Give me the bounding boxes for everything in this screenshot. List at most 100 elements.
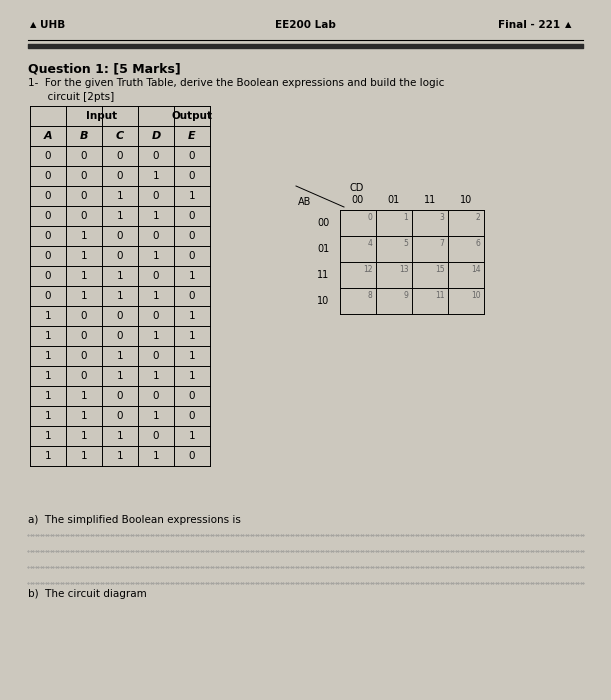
Text: 10: 10 — [470, 290, 480, 300]
Text: 0: 0 — [189, 451, 196, 461]
Text: 1: 1 — [153, 211, 159, 221]
Text: 0: 0 — [45, 231, 51, 241]
Text: 1: 1 — [117, 351, 123, 361]
Text: 0: 0 — [189, 391, 196, 401]
Text: 1: 1 — [153, 411, 159, 421]
Text: 1: 1 — [45, 371, 51, 381]
Text: 1: 1 — [45, 431, 51, 441]
Text: 0: 0 — [45, 251, 51, 261]
Text: 0: 0 — [117, 171, 123, 181]
Text: 0: 0 — [153, 311, 159, 321]
Text: 0: 0 — [153, 391, 159, 401]
Text: 1: 1 — [45, 451, 51, 461]
Text: 8: 8 — [368, 290, 372, 300]
Text: 0: 0 — [45, 171, 51, 181]
Text: 0: 0 — [153, 151, 159, 161]
Text: D: D — [152, 131, 161, 141]
Text: 11: 11 — [317, 270, 329, 280]
Text: Final - 221: Final - 221 — [498, 20, 560, 30]
Text: 1: 1 — [81, 231, 87, 241]
Text: 1: 1 — [189, 271, 196, 281]
Text: b)  The circuit diagram: b) The circuit diagram — [28, 589, 147, 599]
Text: 0: 0 — [153, 431, 159, 441]
Text: 1: 1 — [117, 291, 123, 301]
Text: 0: 0 — [81, 151, 87, 161]
Text: 1: 1 — [117, 211, 123, 221]
Text: CD: CD — [350, 183, 364, 193]
Text: 1: 1 — [153, 291, 159, 301]
Text: 0: 0 — [189, 211, 196, 221]
Text: 11: 11 — [435, 290, 444, 300]
Text: 1: 1 — [189, 311, 196, 321]
Text: 11: 11 — [424, 195, 436, 205]
Text: 1: 1 — [81, 431, 87, 441]
Text: 0: 0 — [189, 291, 196, 301]
Text: 1: 1 — [153, 251, 159, 261]
Text: AB: AB — [298, 197, 312, 207]
Text: 1: 1 — [45, 391, 51, 401]
Text: 1: 1 — [81, 271, 87, 281]
Text: 1: 1 — [189, 431, 196, 441]
Text: Input: Input — [86, 111, 117, 121]
Text: 6: 6 — [475, 239, 480, 248]
Text: 0: 0 — [189, 151, 196, 161]
Text: 1: 1 — [117, 191, 123, 201]
Text: 1: 1 — [45, 351, 51, 361]
Text: 1: 1 — [81, 391, 87, 401]
Text: 00: 00 — [352, 195, 364, 205]
Text: 1: 1 — [153, 331, 159, 341]
Text: 0: 0 — [153, 191, 159, 201]
Text: 2: 2 — [475, 213, 480, 222]
Text: 0: 0 — [189, 171, 196, 181]
Text: 0: 0 — [81, 211, 87, 221]
Text: 0: 0 — [81, 371, 87, 381]
Text: 0: 0 — [153, 271, 159, 281]
Text: 0: 0 — [45, 271, 51, 281]
Text: 00: 00 — [317, 218, 329, 228]
Text: 0: 0 — [117, 311, 123, 321]
Text: 1: 1 — [189, 331, 196, 341]
Text: 1: 1 — [45, 411, 51, 421]
Text: 5: 5 — [403, 239, 408, 248]
Text: 15: 15 — [435, 265, 444, 274]
Text: 1: 1 — [189, 371, 196, 381]
Text: Question 1: [5 Marks]: Question 1: [5 Marks] — [28, 62, 181, 75]
Text: 1: 1 — [189, 351, 196, 361]
Text: UHB: UHB — [40, 20, 65, 30]
Text: 0: 0 — [153, 231, 159, 241]
Text: 0: 0 — [81, 311, 87, 321]
Text: 1: 1 — [45, 311, 51, 321]
Text: 0: 0 — [45, 291, 51, 301]
Text: 0: 0 — [81, 191, 87, 201]
Text: B: B — [80, 131, 88, 141]
Text: 1: 1 — [81, 251, 87, 261]
Text: 0: 0 — [117, 411, 123, 421]
Text: 1: 1 — [189, 191, 196, 201]
Text: 0: 0 — [189, 231, 196, 241]
Text: 1: 1 — [117, 431, 123, 441]
Text: 0: 0 — [45, 191, 51, 201]
Text: 7: 7 — [439, 239, 444, 248]
Text: 1: 1 — [81, 451, 87, 461]
Text: 14: 14 — [470, 265, 480, 274]
Text: 01: 01 — [388, 195, 400, 205]
Text: 0: 0 — [45, 151, 51, 161]
Text: 0: 0 — [117, 391, 123, 401]
Text: 1: 1 — [117, 271, 123, 281]
Text: 0: 0 — [189, 411, 196, 421]
Text: 9: 9 — [403, 290, 408, 300]
Text: A: A — [44, 131, 53, 141]
Text: 0: 0 — [81, 171, 87, 181]
Text: 0: 0 — [117, 151, 123, 161]
Text: 1: 1 — [404, 213, 408, 222]
Text: 12: 12 — [363, 265, 372, 274]
Text: a)  The simplified Boolean expressions is: a) The simplified Boolean expressions is — [28, 515, 241, 525]
Text: Output: Output — [172, 111, 213, 121]
Text: 0: 0 — [368, 213, 372, 222]
Text: 1: 1 — [153, 371, 159, 381]
Text: circuit [2pts]: circuit [2pts] — [28, 92, 114, 102]
Text: 1: 1 — [153, 451, 159, 461]
Text: 1: 1 — [81, 411, 87, 421]
Text: ▲: ▲ — [565, 20, 571, 29]
Text: 1: 1 — [117, 451, 123, 461]
